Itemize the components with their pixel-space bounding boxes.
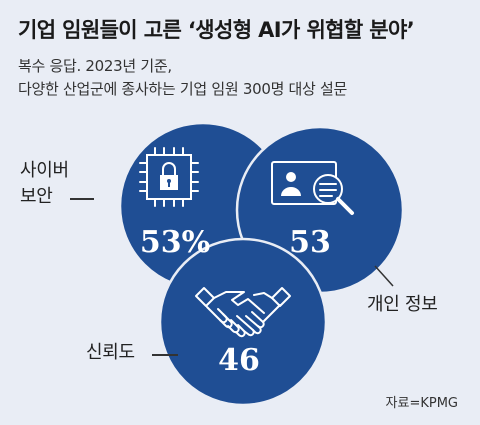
label-trust: 신뢰도 [86, 342, 135, 363]
leader-personal-info [374, 265, 394, 287]
source-note: 자료=KPMG [385, 396, 458, 411]
label-personal-info: 개인 정보 [367, 294, 438, 315]
value-personal-info: 53 [289, 225, 331, 260]
subtitle-line-1: 복수 응답. 2023년 기준, [18, 57, 172, 75]
leader-trust [152, 354, 178, 356]
chart-title: 기업 임원들이 고른 ‘생성형 AI가 위협할 분야’ [18, 18, 415, 42]
value-cyber-security: 53% [140, 225, 210, 260]
subtitle-line-2: 다양한 산업군에 종사하는 기업 임원 300명 대상 설문 [18, 80, 348, 98]
id-card-search-icon [271, 161, 354, 215]
label-cyber-security: 사이버 보안 [20, 160, 69, 207]
chip-lock-icon [139, 147, 199, 207]
leader-cyber-security [70, 198, 94, 200]
chart-subtitle: 복수 응답. 2023년 기준, 다양한 산업군에 종사하는 기업 임원 300… [18, 55, 347, 101]
value-trust: 46 [218, 343, 260, 378]
handshake-icon [195, 287, 291, 338]
